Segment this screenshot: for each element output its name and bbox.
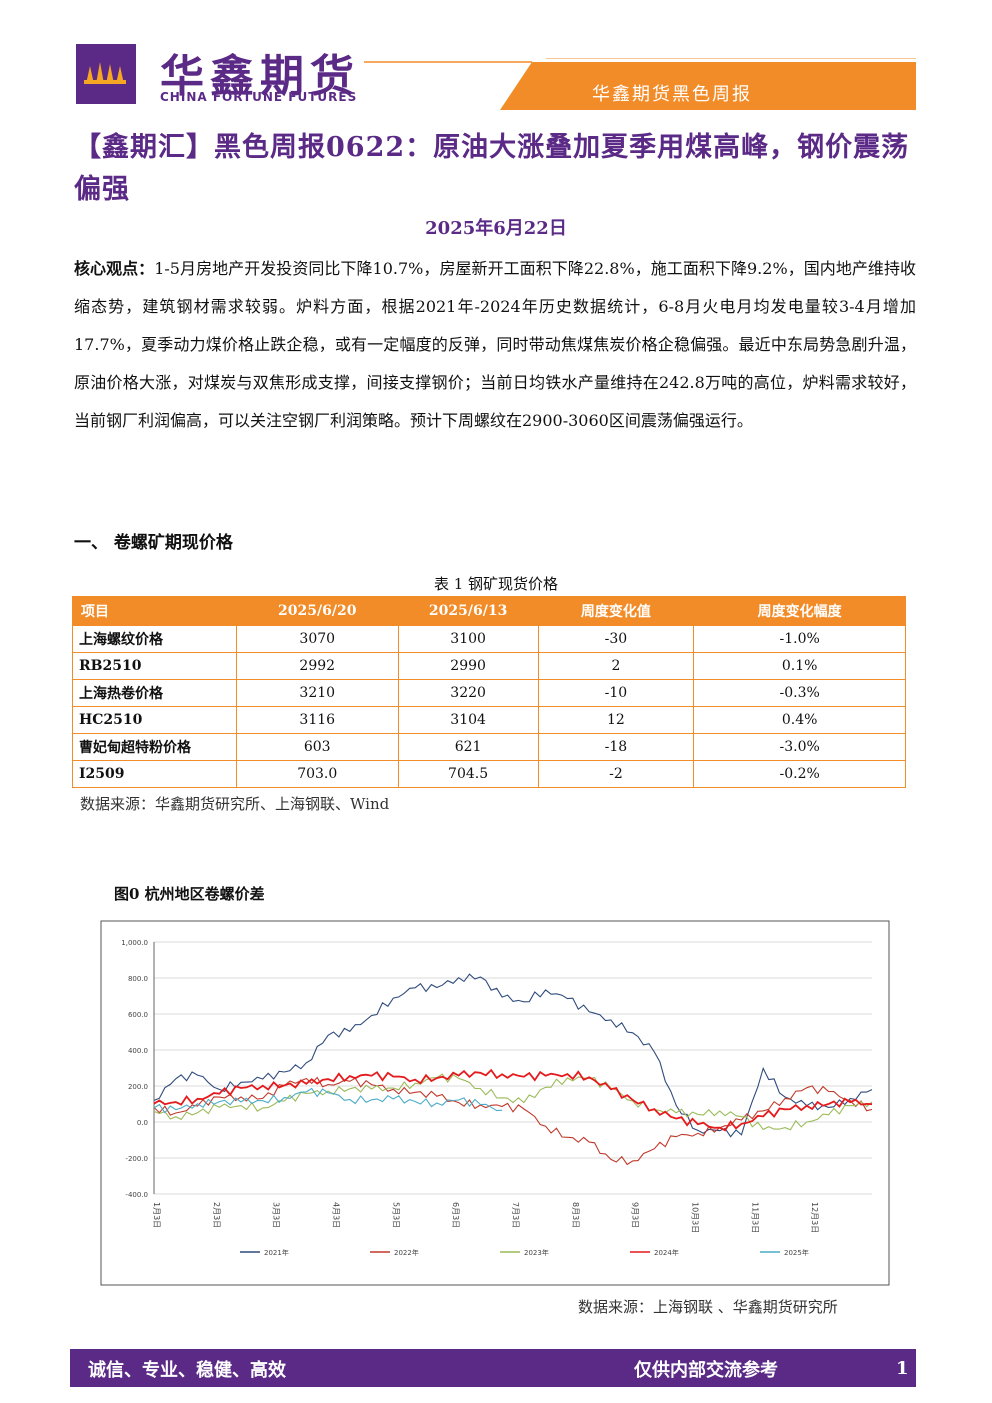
table-row: I2509 703.0 704.5 -2 -0.2% [72,760,906,788]
table-cell: RB2510 [72,652,237,680]
report-title: 【鑫期汇】黑色周报0622：原油大涨叠加夏季用煤高峰，钢价震荡偏强 [74,132,910,205]
footer-motto: 诚信、专业、稳健、高效 [88,1360,286,1381]
x-tick-label: 6月3日 [451,1202,460,1228]
table-cell: HC2510 [72,706,237,734]
footer-note: 仅供内部交流参考 [634,1360,778,1381]
legend-label: 2021年 [264,1248,289,1257]
table-cell: 0.1% [693,652,906,680]
x-tick-label: 10月3日 [691,1202,700,1233]
table-cell: 704.5 [397,760,539,788]
table-cell: 3104 [397,706,539,734]
table-cell: -18 [537,733,695,761]
table-row: 曹妃甸超特粉价格 603 621 -18 -3.0% [72,733,906,761]
legend-label: 2024年 [654,1248,679,1257]
legend-label: 2023年 [524,1248,549,1257]
table-cell: 上海热卷价格 [72,679,237,707]
table-cell: 2990 [397,652,539,680]
page-number: 1 [896,1358,909,1379]
y-tick-label: 1,000.0 [121,939,148,947]
y-tick-label: 800.0 [128,975,148,983]
table-cell: 3116 [235,706,399,734]
table-cell: 703.0 [235,760,399,788]
table-cell: 3220 [397,679,539,707]
table-cell: 3210 [235,679,399,707]
table-cell: I2509 [72,760,237,788]
table-header-cell: 2025/6/13 [397,596,539,626]
footer-bar [70,1349,916,1387]
brand-name-cn: 华鑫期货 [160,51,360,102]
figure-source: 数据来源：上海钢联 、华鑫期货研究所 [578,1298,838,1316]
table-cell: 2992 [235,652,399,680]
table-cell: -0.2% [693,760,906,788]
x-tick-label: 4月3日 [332,1202,341,1228]
y-tick-label: 400.0 [128,1047,148,1055]
table-cell: 3070 [235,625,399,653]
chart-frame [100,920,890,1286]
table-cell: -10 [537,679,695,707]
table-cell: -0.3% [693,679,906,707]
table-row: HC2510 3116 3104 12 0.4% [72,706,906,734]
report-date: 2025年6月22日 [425,218,567,239]
table-cell: 曹妃甸超特粉价格 [72,733,237,761]
x-tick-label: 8月3日 [571,1202,580,1228]
y-tick-label: -200.0 [125,1155,148,1163]
table-cell: 12 [537,706,695,734]
table-header-row: 项目 2025/6/20 2025/6/13 周度变化值 周度变化幅度 [72,596,906,626]
table-caption: 表 1 钢矿现货价格 [433,575,559,593]
table-cell: 2 [537,652,695,680]
x-tick-label: 9月3日 [631,1202,640,1228]
table-header-cell: 周度变化值 [537,596,695,626]
fortune-logo-icon [84,62,126,84]
y-tick-label: -400.0 [125,1191,148,1199]
series-line [153,973,873,1138]
x-tick-label: 3月3日 [272,1202,281,1228]
series-line [153,1076,873,1166]
x-tick-label: 11月3日 [750,1202,759,1233]
table-cell: 0.4% [693,706,906,734]
x-tick-label: 1月3日 [152,1202,161,1228]
table-header-cell: 项目 [72,596,237,626]
legend-label: 2025年 [784,1248,809,1257]
table-cell: -3.0% [693,733,906,761]
table-row: RB2510 2992 2990 2 0.1% [72,652,906,680]
x-tick-label: 7月3日 [511,1202,520,1228]
y-tick-label: 0.0 [137,1119,148,1127]
table-cell: 3100 [397,625,539,653]
figure-title: 图0 杭州地区卷螺价差 [114,885,265,903]
series-line [153,1087,503,1114]
table-cell: -1.0% [693,625,906,653]
report-series-label: 华鑫期货黑色周报 [592,84,752,105]
table-cell: -2 [537,760,695,788]
table-header-cell: 周度变化幅度 [693,596,906,626]
y-tick-label: 200.0 [128,1083,148,1091]
section-heading: 一、 卷螺矿期现价格 [74,533,233,553]
company-logo [76,44,136,104]
table-cell: 603 [235,733,399,761]
table-row: 上海热卷价格 3210 3220 -10 -0.3% [72,679,906,707]
series-line [153,1068,873,1132]
table-cell: 上海螺纹价格 [72,625,237,653]
table-cell: 621 [397,733,539,761]
table-header-cell: 2025/6/20 [235,596,399,626]
price-table: 项目 2025/6/20 2025/6/13 周度变化值 周度变化幅度 上海螺纹… [72,596,906,788]
spread-line-chart: 1,000.0 800.0 600.0 400.0 200.0 0.0 -200.0 -400… [100,920,890,1286]
table-cell: -30 [537,625,695,653]
core-view-label: 核心观点： [74,259,155,278]
x-tick-label: 12月3日 [810,1202,819,1233]
series-line [153,1073,873,1131]
table-source: 数据来源：华鑫期货研究所、上海钢联、Wind [80,795,390,813]
brand-name-en: CHINA FORTUNE FUTURES [160,90,358,104]
legend-label: 2022年 [394,1248,419,1257]
core-view-text: 1-5月房地产开发投资同比下降10.7%，房屋新开工面积下降22.8%，施工面积… [74,259,916,430]
y-tick-label: 600.0 [128,1011,148,1019]
table-row: 上海螺纹价格 3070 3100 -30 -1.0% [72,625,906,653]
x-tick-label: 5月3日 [391,1202,400,1228]
core-view-paragraph: 核心观点：1-5月房地产开发投资同比下降10.7%，房屋新开工面积下降22.8%… [74,250,916,440]
x-tick-label: 2月3日 [212,1202,221,1228]
header-band [364,58,916,110]
